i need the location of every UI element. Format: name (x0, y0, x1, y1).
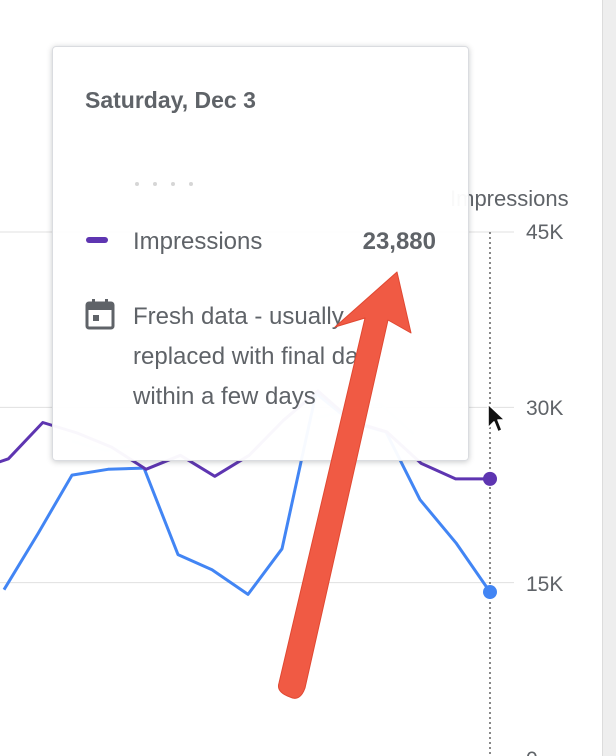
impressions-hover-point[interactable] (483, 471, 497, 486)
clicks-hover-point[interactable] (483, 585, 497, 600)
y-axis-title: Impressions (450, 186, 569, 211)
loading-dots (135, 173, 207, 186)
hover-markers[interactable] (483, 471, 497, 600)
fresh-data-note: Fresh data - usually replaced with final… (133, 303, 379, 410)
y-tick-label: 0 (526, 748, 538, 756)
tooltip-metric-value: 23,880 (362, 228, 436, 255)
chart-tooltip: Saturday, Dec 3 Impressions 23,880 Fresh… (52, 46, 469, 461)
y-tick-label: 45K (526, 221, 564, 244)
y-tick-label: 30K (526, 397, 564, 420)
impressions-legend-swatch (86, 237, 108, 243)
mouse-pointer-icon (487, 403, 506, 433)
scrollbar-track[interactable] (602, 0, 616, 756)
tooltip-date: Saturday, Dec 3 (85, 87, 256, 113)
y-tick-label: 15K (526, 573, 564, 596)
calendar-icon (85, 299, 115, 330)
tooltip-metric-label: Impressions (133, 228, 263, 255)
